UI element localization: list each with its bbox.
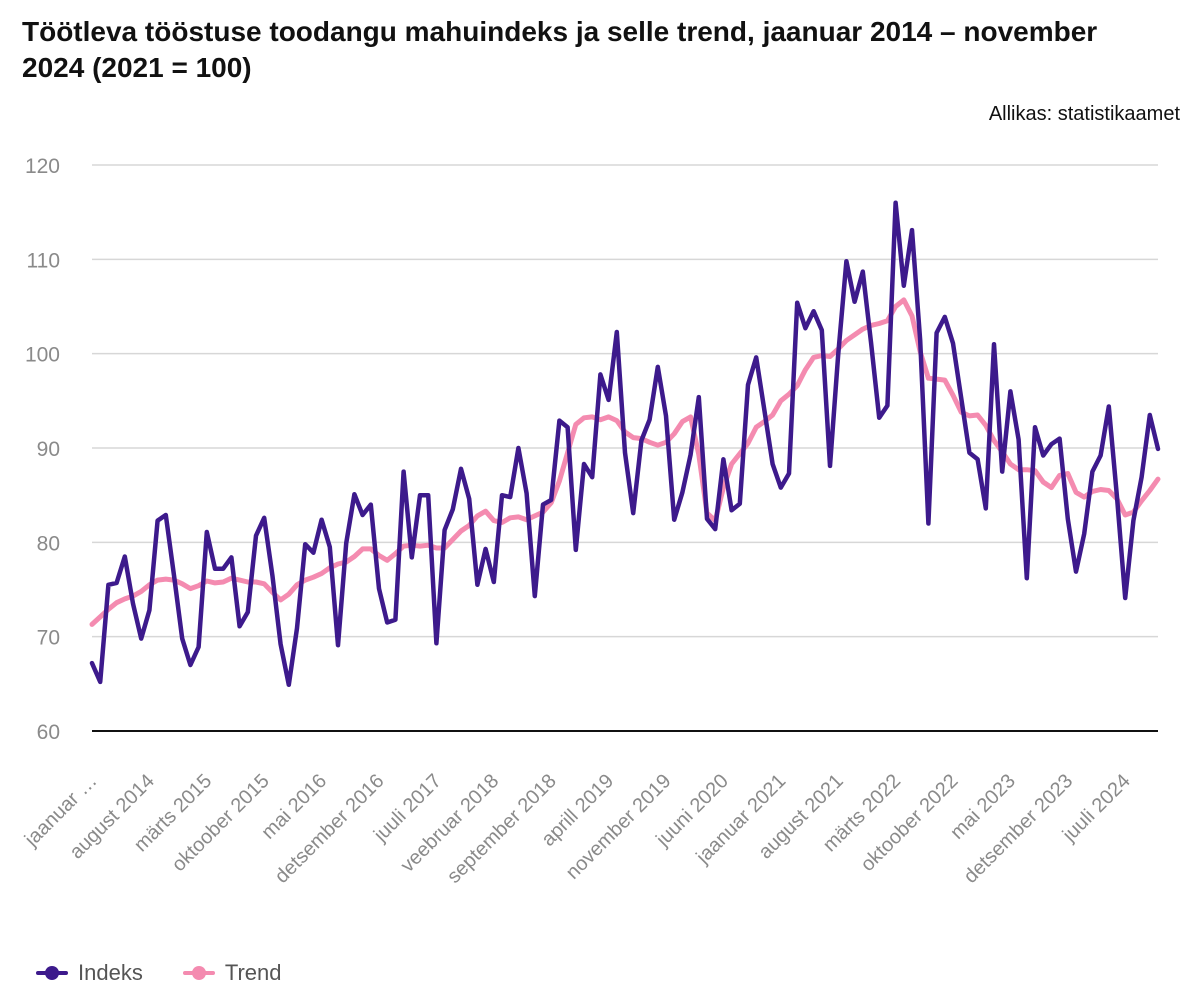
legend-label-trend: Trend bbox=[224, 960, 282, 985]
y-tick-label: 80 bbox=[37, 532, 60, 555]
legend-dot-trend bbox=[191, 966, 206, 980]
legend-swatch-indeks bbox=[36, 963, 68, 983]
y-tick-label: 90 bbox=[37, 438, 60, 461]
x-tick-label: veebruar 2018 bbox=[397, 770, 504, 877]
series-layer bbox=[89, 200, 1161, 688]
x-tick-label: november 2019 bbox=[562, 770, 676, 884]
legend-item-trend[interactable]: Trend bbox=[182, 960, 282, 986]
y-tick-label: 110 bbox=[27, 249, 60, 272]
source-note: Allikas: statistikaamet bbox=[988, 103, 1180, 125]
y-tick-label: 120 bbox=[25, 155, 60, 178]
legend-item-indeks[interactable]: Indeks bbox=[36, 960, 143, 986]
y-axis-ticks: 60 70 80 90 100 110 120 bbox=[25, 155, 60, 744]
series-line-indeks bbox=[89, 200, 1161, 688]
y-tick-label: 70 bbox=[37, 627, 60, 650]
legend-swatch-trend bbox=[182, 963, 215, 983]
y-tick-label: 100 bbox=[25, 344, 60, 367]
chart-title: Töötleva tööstuse toodangu mahuindeks ja… bbox=[22, 16, 1098, 83]
line-chart: 60 70 80 90 100 110 120 jaanuar …august 2014mä… bbox=[20, 155, 1161, 888]
legend: Indeks Trend bbox=[36, 958, 321, 988]
y-tick-label: 60 bbox=[37, 721, 60, 744]
legend-dot-indeks bbox=[45, 966, 59, 980]
legend-label-indeks: Indeks bbox=[78, 960, 143, 985]
